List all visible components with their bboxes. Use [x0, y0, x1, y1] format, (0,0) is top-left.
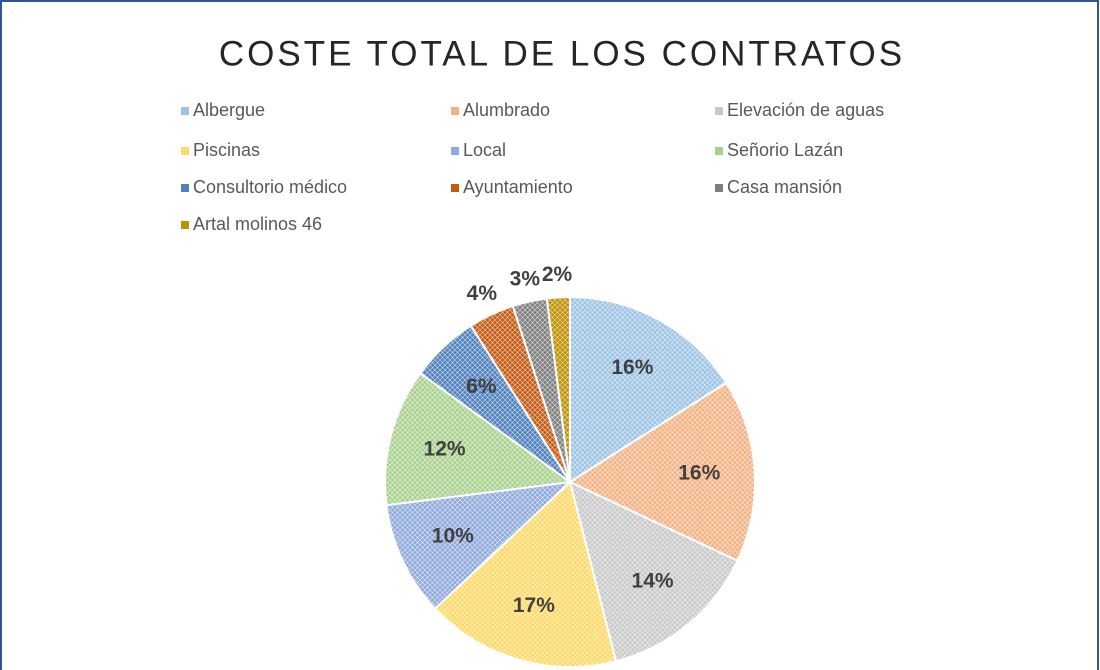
pie-slice — [569, 295, 728, 484]
legend-label: Albergue — [193, 100, 265, 120]
data-label: 10% — [432, 525, 474, 548]
legend-label: Casa mansión — [727, 177, 842, 197]
data-label: 16% — [678, 461, 720, 484]
legend-swatch — [715, 107, 723, 115]
data-label: 12% — [424, 437, 466, 460]
data-label: 14% — [632, 569, 674, 592]
legend-swatch — [715, 184, 723, 192]
legend-label: Piscinas — [193, 140, 260, 160]
legend-label: Ayuntamiento — [463, 177, 573, 197]
data-label: 6% — [466, 375, 497, 398]
pie-slice — [433, 480, 618, 668]
legend-swatch — [451, 107, 459, 115]
data-label: 3% — [510, 268, 541, 291]
chart-title: COSTE TOTAL DE LOS CONTRATOS — [219, 34, 905, 73]
legend-label: Local — [463, 140, 506, 160]
pie-slice — [567, 381, 756, 563]
data-label: 17% — [513, 594, 555, 617]
legend-swatch — [181, 184, 189, 192]
legend-label: Alumbrado — [463, 100, 550, 120]
legend-swatch — [181, 147, 189, 155]
legend-label: Consultorio médico — [193, 177, 347, 197]
data-label: 16% — [611, 356, 653, 379]
pie-slice — [568, 480, 739, 663]
legend-swatch — [715, 147, 723, 155]
legend-swatch — [181, 221, 189, 229]
legend-label: Elevación de aguas — [727, 100, 884, 120]
pie-slice — [545, 295, 571, 483]
legend-swatch — [181, 107, 189, 115]
pie-slice — [384, 371, 573, 507]
legend-swatch — [451, 147, 459, 155]
pie-slice — [385, 480, 573, 611]
legend-label: Señorio Lazán — [727, 140, 843, 160]
data-label: 4% — [467, 282, 498, 305]
data-label: 2% — [542, 263, 573, 286]
legend-swatch — [451, 184, 459, 192]
legend-label: Artal molinos 46 — [193, 214, 322, 234]
